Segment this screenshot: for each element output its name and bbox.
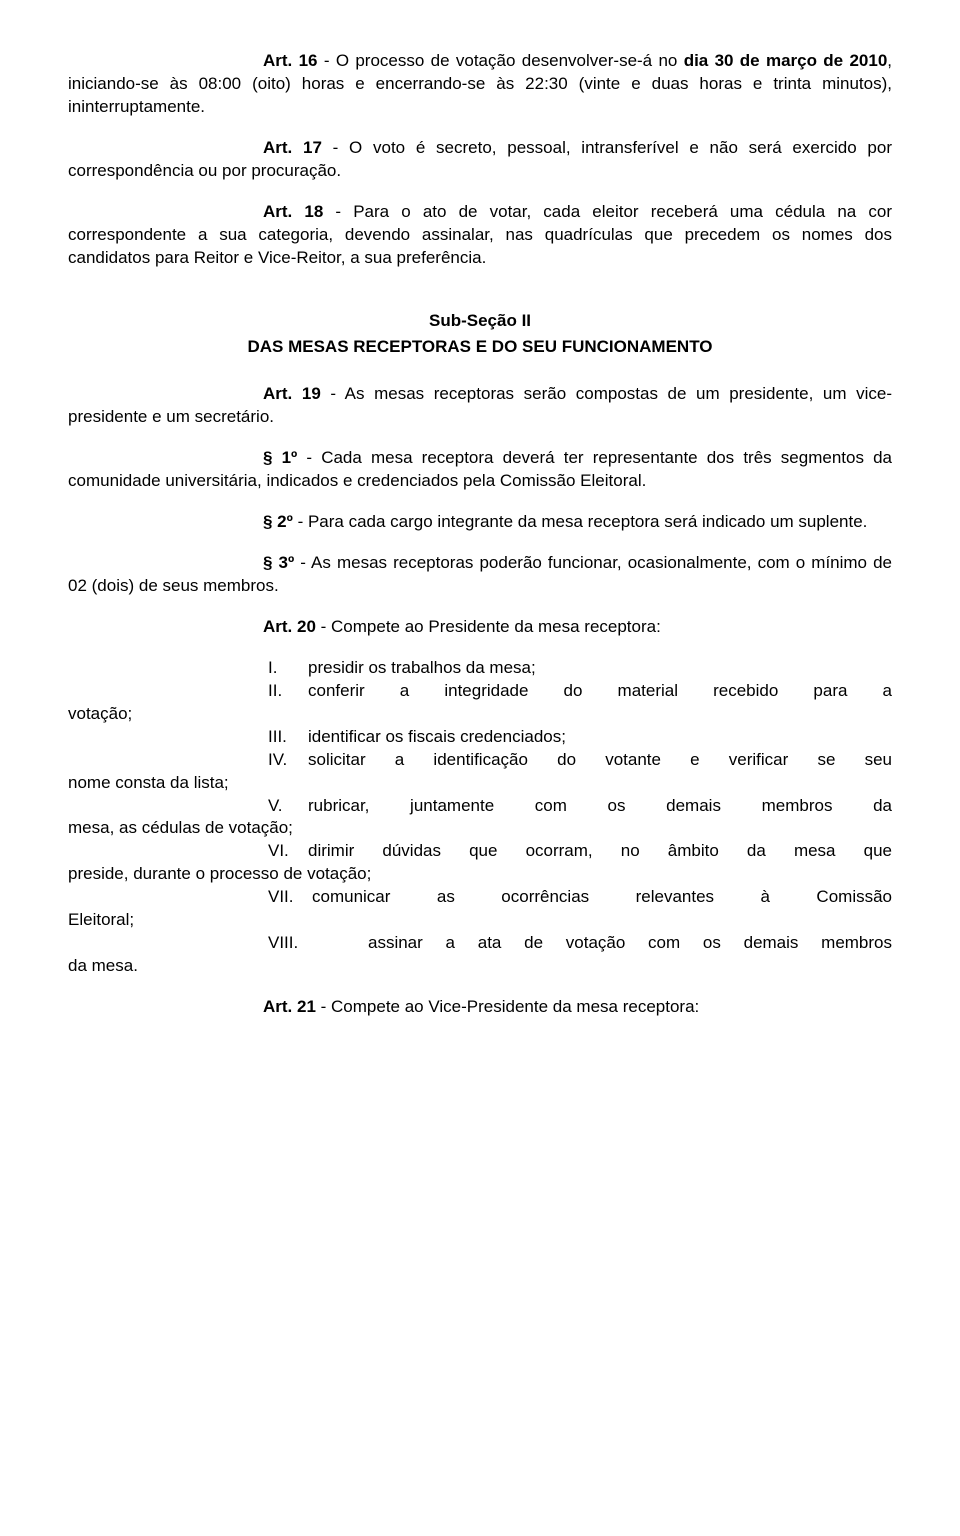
article-20: Art. 20 - Compete ao Presidente da mesa … <box>68 616 892 639</box>
article-label: Art. 20 <box>263 617 316 636</box>
list-item: VI. dirimir dúvidas que ocorram, no âmbi… <box>68 840 892 863</box>
list-continuation: votação; <box>68 703 892 726</box>
list-item: V. rubricar, juntamente com os demais me… <box>68 795 892 818</box>
list-continuation: da mesa. <box>68 955 892 978</box>
list-text: conferir a integridade do material receb… <box>308 680 892 703</box>
article-label: Art. 16 <box>263 51 318 70</box>
article-16: Art. 16 - O processo de votação desenvol… <box>68 50 892 119</box>
article-text: - O voto é secreto, pessoal, intransferí… <box>68 138 892 180</box>
section-subtitle: DAS MESAS RECEPTORAS E DO SEU FUNCIONAME… <box>68 336 892 359</box>
article-18: Art. 18 - Para o ato de votar, cada elei… <box>68 201 892 270</box>
list-text: assinar a ata de votação com os demais m… <box>368 932 892 955</box>
paragraph-text: - As mesas receptoras poderão funcionar,… <box>68 553 892 595</box>
list-numeral: V. <box>268 795 308 818</box>
paragraph-1: § 1º - Cada mesa receptora deverá ter re… <box>68 447 892 493</box>
list-item: VIII. assinar a ata de votação com os de… <box>68 932 892 955</box>
list-item: III. identificar os fiscais credenciados… <box>68 726 892 749</box>
article-label: Art. 17 <box>263 138 322 157</box>
list-numeral: VIII. <box>268 932 368 955</box>
article-text: - As mesas receptoras serão compostas de… <box>68 384 892 426</box>
list-numeral: IV. <box>268 749 308 772</box>
list-continuation: preside, durante o processo de votação; <box>68 863 892 886</box>
list-numeral: II. <box>268 680 308 703</box>
article-text: - Compete ao Vice-Presidente da mesa rec… <box>316 997 699 1016</box>
list-item: II. conferir a integridade do material r… <box>68 680 892 703</box>
list-item: VII. comunicar as ocorrências relevantes… <box>68 886 892 909</box>
article-bold-date: dia 30 de março de 2010 <box>684 51 888 70</box>
article-text: - O processo de votação desenvolver-se-á… <box>318 51 684 70</box>
list-text: dirimir dúvidas que ocorram, no âmbito d… <box>308 840 892 863</box>
paragraph-label: § 2º <box>263 512 293 531</box>
list-continuation: nome consta da lista; <box>68 772 892 795</box>
list-numeral: VI. <box>268 840 308 863</box>
article-21: Art. 21 - Compete ao Vice-Presidente da … <box>68 996 892 1019</box>
article-text: - Compete ao Presidente da mesa receptor… <box>316 617 661 636</box>
article-19: Art. 19 - As mesas receptoras serão comp… <box>68 383 892 429</box>
list-numeral: III. <box>268 726 308 749</box>
paragraph-2: § 2º - Para cada cargo integrante da mes… <box>68 511 892 534</box>
list-continuation: mesa, as cédulas de votação; <box>68 817 892 840</box>
list-numeral: I. <box>268 657 308 680</box>
list-item: IV. solicitar a identificação do votante… <box>68 749 892 772</box>
list-continuation: Eleitoral; <box>68 909 892 932</box>
list-text: solicitar a identificação do votante e v… <box>308 749 892 772</box>
article-label: Art. 19 <box>263 384 321 403</box>
article-17: Art. 17 - O voto é secreto, pessoal, int… <box>68 137 892 183</box>
article-20-list: I. presidir os trabalhos da mesa; II. co… <box>68 657 892 978</box>
list-numeral: VII. <box>268 886 312 909</box>
paragraph-text: - Para cada cargo integrante da mesa rec… <box>293 512 868 531</box>
article-label: Art. 21 <box>263 997 316 1016</box>
list-item: I. presidir os trabalhos da mesa; <box>68 657 892 680</box>
list-text: identificar os fiscais credenciados; <box>308 726 892 749</box>
article-text: - Para o ato de votar, cada eleitor rece… <box>68 202 892 267</box>
list-text: comunicar as ocorrências relevantes à Co… <box>312 886 892 909</box>
section-title: Sub-Seção II <box>68 310 892 333</box>
paragraph-label: § 1º <box>263 448 297 467</box>
paragraph-text: - Cada mesa receptora deverá ter represe… <box>68 448 892 490</box>
paragraph-3: § 3º - As mesas receptoras poderão funci… <box>68 552 892 598</box>
list-text: presidir os trabalhos da mesa; <box>308 657 892 680</box>
paragraph-label: § 3º <box>263 553 294 572</box>
article-label: Art. 18 <box>263 202 323 221</box>
list-text: rubricar, juntamente com os demais membr… <box>308 795 892 818</box>
